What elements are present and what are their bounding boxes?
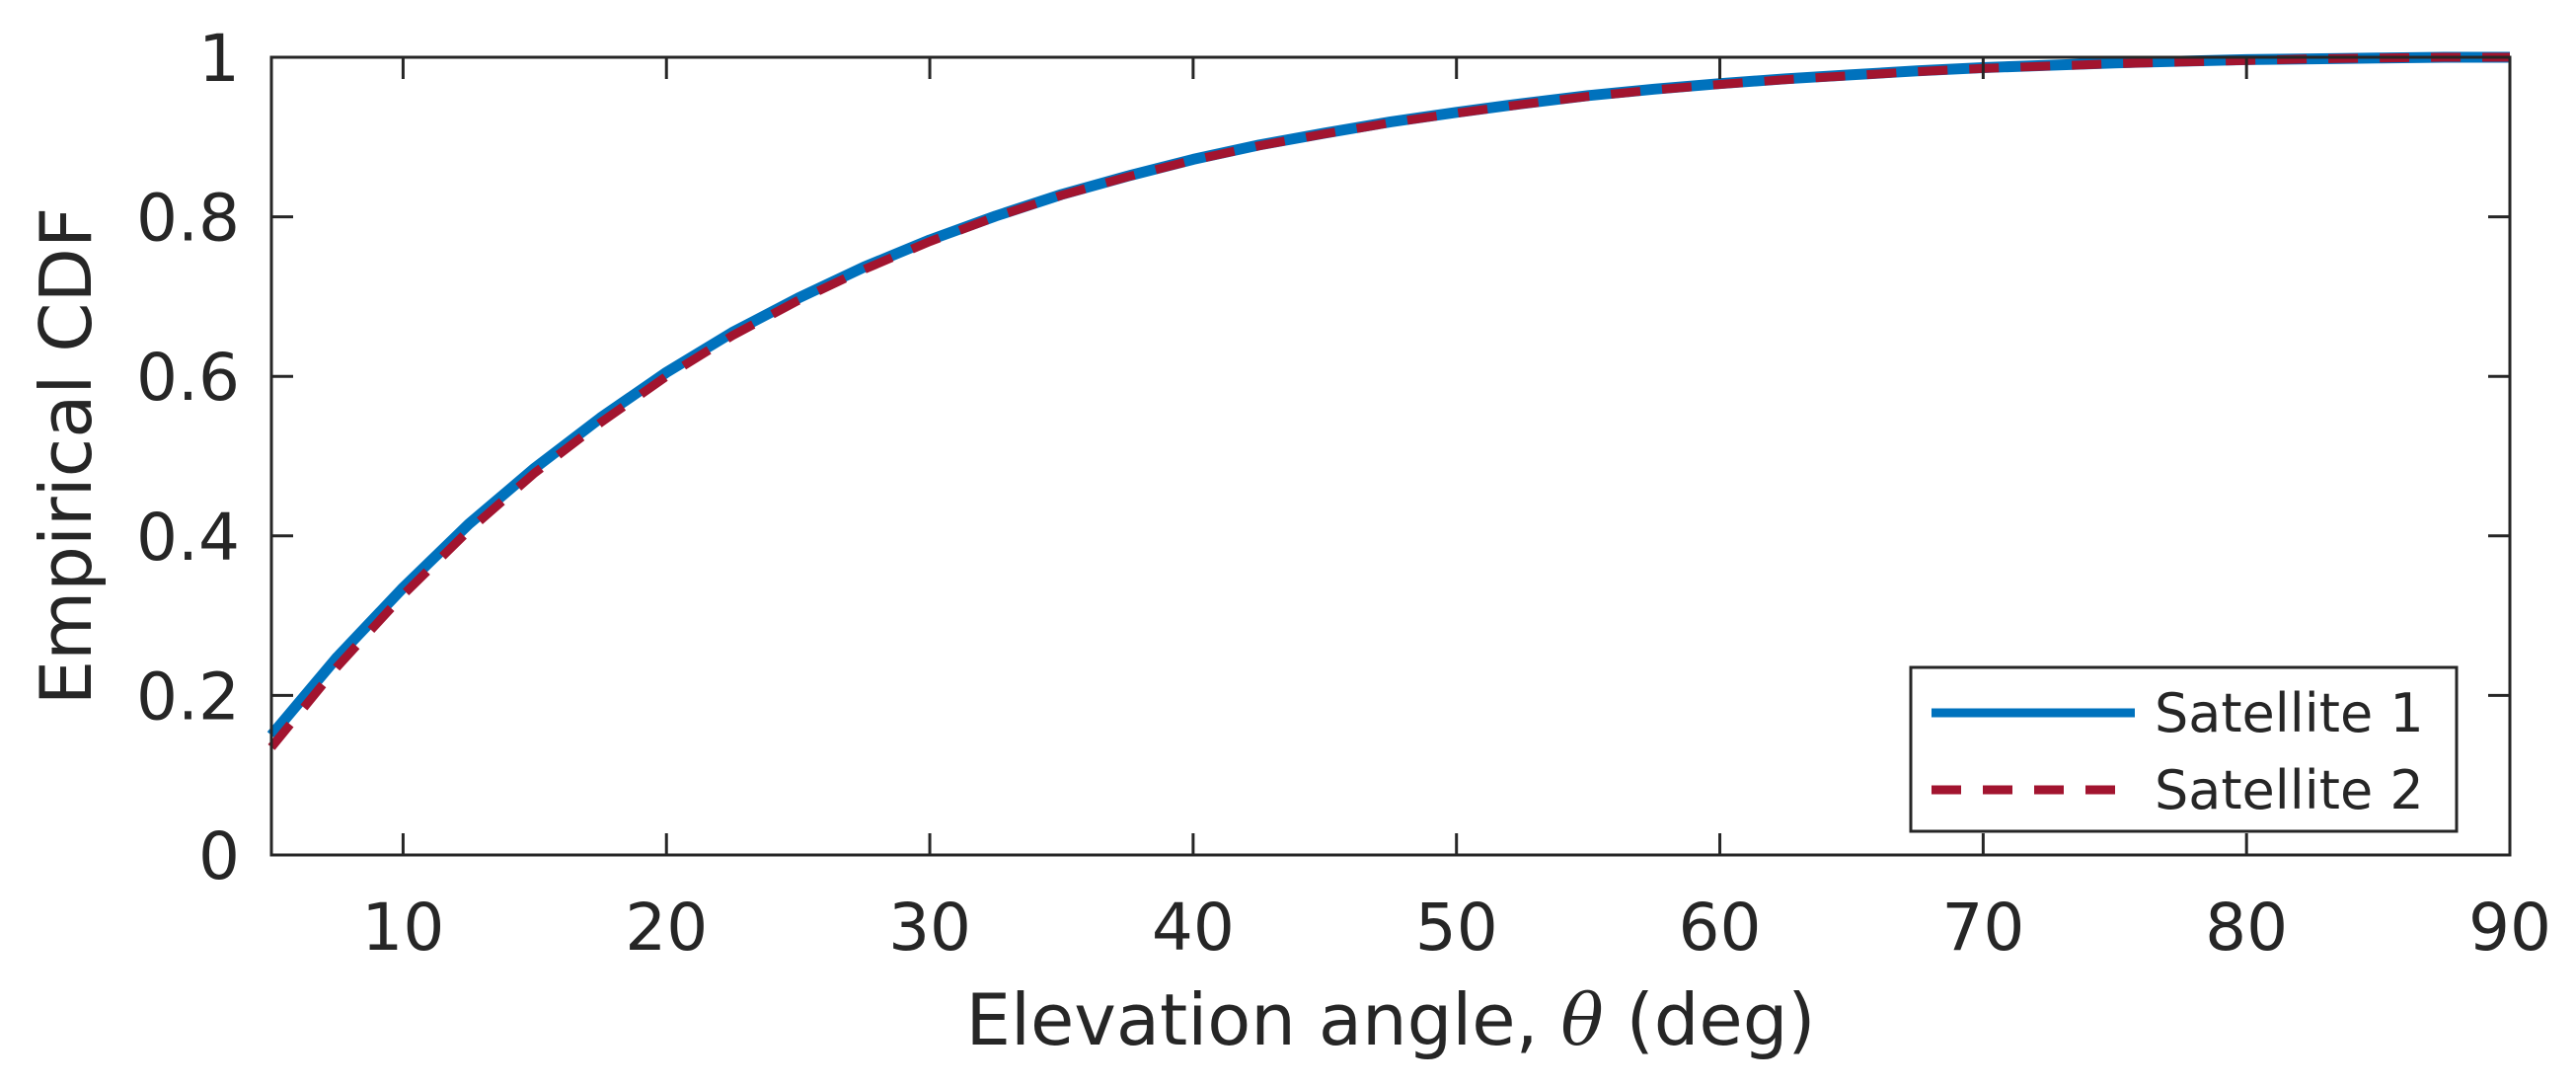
- series-lines: [266, 51, 2510, 750]
- plot-frame: [269, 55, 2512, 857]
- x-axis-title: Elevation angle, θ (deg): [966, 978, 1816, 1061]
- x-tick-labels: 10 20 30 40 50 60 70 80 90: [361, 890, 2551, 966]
- y-tick-label: 0.8: [136, 181, 240, 257]
- x-tick-label: 30: [888, 890, 971, 966]
- x-tick-label: 80: [2205, 890, 2288, 966]
- y-tick-labels: 0 0.2 0.4 0.6 0.8 1: [136, 21, 240, 894]
- y-axis-title: Empirical CDF: [25, 207, 108, 706]
- y-tick-label: 0.6: [136, 340, 240, 416]
- x-tick-label: 70: [1941, 890, 2024, 966]
- series-line-satellite-2: [267, 52, 2510, 750]
- x-tick-label: 50: [1415, 890, 1498, 966]
- y-tick-label: 1: [198, 21, 240, 97]
- legend-label-satellite-1: Satellite 1: [2155, 682, 2424, 744]
- x-tick-label: 90: [2468, 890, 2551, 966]
- x-tick-label: 10: [361, 890, 444, 966]
- y-tick-label: 0: [198, 818, 240, 894]
- legend: Satellite 1 Satellite 2: [1909, 665, 2459, 833]
- legend-label-satellite-2: Satellite 2: [2155, 759, 2424, 821]
- x-tick-label: 60: [1679, 890, 1762, 966]
- legend-box: [1909, 665, 2459, 833]
- x-tick-label: 20: [625, 890, 708, 966]
- y-tick-label: 0.4: [136, 500, 240, 576]
- y-tick-label: 0.2: [136, 659, 240, 735]
- x-tick-label: 40: [1152, 890, 1235, 966]
